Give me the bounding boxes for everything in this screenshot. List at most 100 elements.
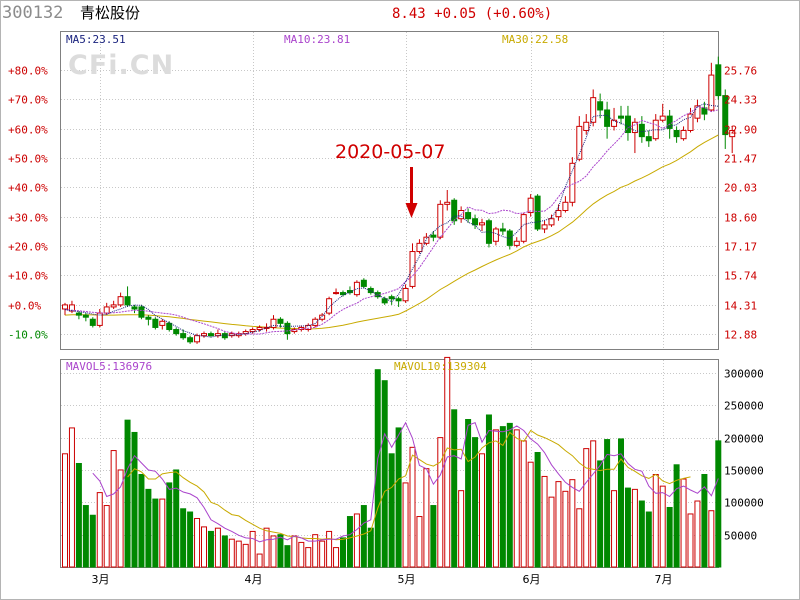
candle-body xyxy=(194,335,201,343)
volume-bar xyxy=(62,453,68,568)
y-tick-right: 24.33 xyxy=(724,94,757,107)
volume-bar xyxy=(534,452,541,568)
candle-body xyxy=(506,230,513,246)
volume-bar xyxy=(479,453,485,568)
ma30-label: MA30:22.58 xyxy=(502,33,569,46)
mavol5-line xyxy=(92,421,719,543)
volume-bar xyxy=(207,530,214,568)
candle-body xyxy=(645,136,652,142)
y-tick-right: 17.17 xyxy=(724,241,757,254)
candle-body xyxy=(228,333,235,337)
volume-bar xyxy=(270,535,277,568)
volume-bar xyxy=(82,505,89,568)
volume-bar xyxy=(673,464,680,568)
candle-body xyxy=(604,109,611,127)
candle-body xyxy=(187,337,194,343)
candle-body xyxy=(624,115,631,134)
candle-body xyxy=(673,129,680,138)
volume-bar xyxy=(173,469,180,568)
price-quote: 8.43 +0.05 (+0.60%) xyxy=(392,6,553,22)
volume-bar xyxy=(708,510,715,568)
volume-bar xyxy=(395,427,402,568)
y-tick-right: 20.03 xyxy=(724,182,757,195)
candle-body xyxy=(666,115,673,129)
y-tick-left: +80.0% xyxy=(8,65,48,78)
y-tick-left: +10.0% xyxy=(8,270,48,283)
volume-bar xyxy=(381,380,388,568)
volume-bar xyxy=(166,482,173,568)
volume-y-tick: 150000 xyxy=(724,465,764,478)
volume-bar xyxy=(187,511,194,568)
candle-body xyxy=(430,234,437,238)
y-tick-left: +30.0% xyxy=(8,212,48,225)
candle-body xyxy=(437,203,444,238)
volume-bar xyxy=(96,492,103,568)
volume-bar xyxy=(638,500,645,568)
y-tick-left: +50.0% xyxy=(8,153,48,166)
candle-body xyxy=(708,74,715,111)
volume-bar xyxy=(263,527,270,568)
candle-body xyxy=(715,64,722,97)
candle-body xyxy=(360,279,367,287)
candle-body xyxy=(284,322,291,335)
candle-body xyxy=(694,105,701,119)
candle-body xyxy=(353,281,360,296)
volume-bar xyxy=(409,446,416,568)
volume-bar xyxy=(340,537,346,568)
y-tick-left: +60.0% xyxy=(8,124,48,137)
volume-bar xyxy=(701,473,708,568)
candle-body xyxy=(590,97,597,123)
candle-body xyxy=(597,101,604,111)
candle-body xyxy=(326,298,333,314)
volume-bar xyxy=(541,475,548,568)
volume-bar xyxy=(138,473,145,568)
candle-body xyxy=(75,312,82,316)
volume-bar xyxy=(597,460,604,568)
candle-body xyxy=(159,320,166,326)
volume-bar xyxy=(569,479,576,568)
y-tick-right: 25.76 xyxy=(724,65,757,78)
volume-bar xyxy=(319,540,326,568)
volume-bar xyxy=(256,553,263,568)
candle-body xyxy=(638,123,645,138)
candle-body xyxy=(485,220,492,244)
volume-bar xyxy=(360,505,367,568)
volume-bar xyxy=(367,527,374,568)
volume-bar xyxy=(291,535,298,568)
candle-body xyxy=(541,224,548,230)
candle-body xyxy=(82,314,89,318)
volume-bar xyxy=(430,505,437,568)
volume-bar xyxy=(499,426,506,568)
volume-bar xyxy=(513,429,520,568)
volume-bar xyxy=(472,437,479,568)
candle-body xyxy=(402,287,409,302)
candle-body xyxy=(138,306,145,318)
candle-body xyxy=(270,318,277,328)
volume-bar xyxy=(312,534,319,568)
volume-bar xyxy=(284,545,291,568)
volume-bar xyxy=(110,450,117,568)
volume-bar xyxy=(590,440,597,568)
watermark-logo: CFi.CN xyxy=(68,50,175,81)
candle-body xyxy=(687,113,694,131)
volume-bar xyxy=(277,534,284,568)
candle-body xyxy=(631,121,638,134)
volume-bar xyxy=(117,469,124,568)
volume-bar xyxy=(353,513,360,568)
stock-code: 300132 xyxy=(2,3,64,23)
volume-bar xyxy=(687,513,694,568)
candle-body xyxy=(152,318,159,328)
candle-body xyxy=(479,222,485,226)
volume-bar xyxy=(416,516,423,568)
volume-bar xyxy=(374,369,381,568)
volume-y-tick: 100000 xyxy=(724,497,764,510)
candle-body xyxy=(256,326,263,331)
volume-bar xyxy=(562,490,569,568)
candle-body xyxy=(520,214,527,242)
candle-body xyxy=(388,296,395,300)
y-tick-right: 15.74 xyxy=(724,270,757,283)
ma5-label: MA5:23.51 xyxy=(66,33,126,46)
volume-bar xyxy=(645,511,652,568)
volume-bar xyxy=(618,438,624,568)
